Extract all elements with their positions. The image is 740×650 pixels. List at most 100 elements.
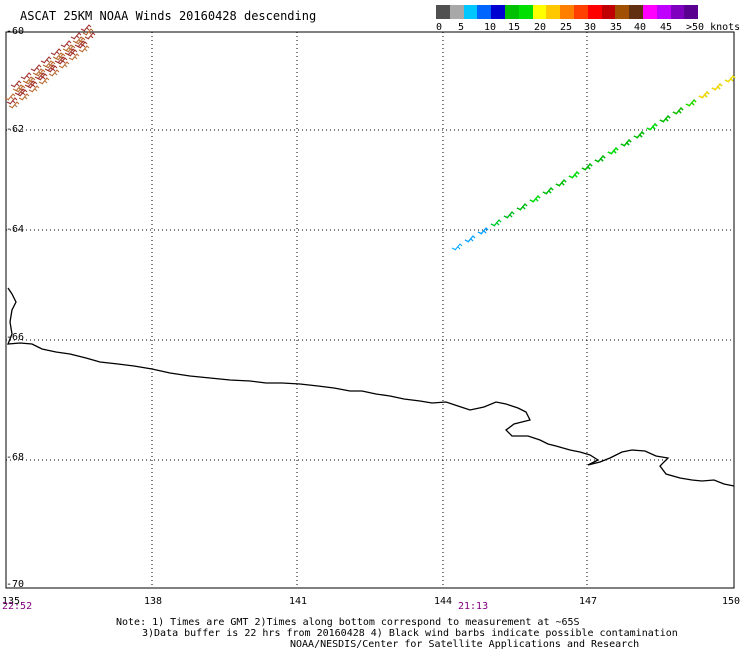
wind-barb (68, 53, 80, 61)
wind-barb (28, 85, 40, 93)
wind-barb (4, 93, 16, 101)
legend-swatch (573, 5, 588, 19)
legend-label: 0 (436, 22, 443, 33)
wind-barb (64, 48, 76, 56)
map-frame (5, 31, 735, 589)
wind-barb (685, 99, 697, 107)
wind-barb (48, 69, 60, 77)
note-line-2: 3)Data buffer is 22 hrs from 20160428 4)… (142, 628, 678, 639)
wind-barb (18, 93, 30, 101)
wind-barb (60, 40, 72, 48)
wind-barb (6, 97, 18, 105)
wind-barb (555, 179, 567, 187)
wind-barb (72, 36, 84, 44)
wind-barb (542, 187, 554, 195)
legend-label: 35 (610, 22, 623, 33)
wind-barb (78, 45, 90, 53)
legend-swatch (670, 5, 685, 19)
wind-barb (698, 91, 710, 99)
legend-swatch (477, 5, 492, 19)
lat-label: -64 (6, 224, 25, 235)
lon-label: 135 (2, 596, 21, 607)
legend-swatch (642, 5, 657, 19)
lon-label: 144 (434, 596, 453, 607)
wind-barb (50, 48, 62, 56)
legend-label: 30 (584, 22, 597, 33)
wind-barb (38, 77, 50, 85)
wind-barb (581, 163, 593, 171)
legend-swatch (601, 5, 616, 19)
wind-barb (646, 123, 658, 131)
wind-barb (14, 88, 26, 96)
wind-barb (74, 40, 86, 48)
grid-lines (6, 32, 734, 588)
legend-label: 20 (534, 22, 547, 33)
wind-barb (80, 24, 92, 32)
lat-label: -62 (6, 124, 25, 135)
map-title: ASCAT 25KM NOAA Winds 20160428 descendin… (20, 9, 317, 23)
lon-label: 141 (289, 596, 308, 607)
wind-barb (620, 139, 632, 147)
lon-label: 138 (144, 596, 163, 607)
wind-barb (659, 115, 671, 123)
lat-label: -68 (6, 452, 25, 463)
pass-time: 21:13 (458, 601, 489, 612)
wind-barb (464, 235, 476, 243)
wind-barb (44, 64, 56, 72)
legend-swatch (491, 5, 505, 19)
wind-barb (34, 72, 46, 80)
wind-barb (20, 72, 32, 80)
legend-label: 5 (458, 22, 465, 33)
wind-barb (711, 83, 723, 91)
legend-swatch (656, 5, 671, 19)
wind-barb (477, 227, 489, 235)
wind-barb (594, 155, 606, 163)
wind-barb (70, 32, 82, 40)
wind-barb (42, 60, 54, 68)
note-line-1: Note: 1) Times are GMT 2)Times along bot… (116, 617, 580, 628)
legend-swatch (615, 5, 630, 19)
legend-labels: 0 5 10 15 20 25 30 35 40 45 >50 knots (430, 22, 740, 36)
legend-label: 45 (660, 22, 673, 33)
legend-swatch (560, 5, 574, 19)
legend-label: 25 (560, 22, 573, 33)
legend-swatch (532, 5, 547, 19)
wind-barb (40, 56, 52, 64)
wind-barb (8, 101, 20, 109)
legend-swatch (463, 5, 478, 19)
legend-label: 10 (484, 22, 497, 33)
wind-barb (529, 195, 541, 203)
coastline (7, 287, 735, 487)
legend-label: 15 (508, 22, 521, 33)
legend-label: 40 (634, 22, 647, 33)
pass-time: 22:52 (2, 601, 33, 612)
wind-barb (503, 211, 515, 219)
legend-swatch (587, 5, 602, 19)
legend-swatch (518, 5, 533, 19)
legend-swatch (546, 5, 561, 19)
legend-swatch (629, 5, 643, 19)
legend-label: >50 knots (686, 22, 740, 33)
wind-barb (568, 171, 580, 179)
wind-barb (58, 61, 70, 69)
lon-label: 147 (579, 596, 598, 607)
wind-barb (82, 28, 94, 36)
legend-swatch (449, 5, 464, 19)
wind-barb (32, 68, 44, 76)
lon-label: 150 (722, 596, 740, 607)
wind-barb (724, 75, 736, 83)
wind-barb (12, 84, 24, 92)
wind-barb (10, 80, 22, 88)
wind-barb (62, 44, 74, 52)
wind-barbs (4, 24, 736, 251)
legend-swatch (504, 5, 519, 19)
wind-barb (30, 64, 42, 72)
wind-speed-legend (436, 5, 699, 19)
wind-barb (24, 80, 36, 88)
wind-barb (84, 32, 96, 40)
lat-label: -70 (6, 579, 25, 590)
wind-barb (451, 243, 463, 251)
lat-label: -60 (6, 26, 25, 37)
wind-barb (607, 147, 619, 155)
